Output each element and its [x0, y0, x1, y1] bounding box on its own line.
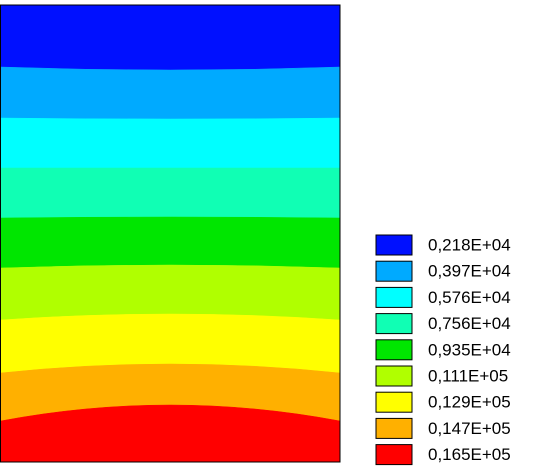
plot-border — [0, 4, 341, 463]
legend-swatch — [375, 286, 413, 308]
legend-label: 0,397E+04 — [428, 262, 511, 281]
legend-label: 0,111E+05 — [428, 366, 508, 385]
legend-swatch — [375, 234, 413, 256]
legend-swatch — [375, 444, 413, 466]
contour-plot — [0, 4, 341, 463]
contour-band — [0, 167, 341, 219]
contour-band — [0, 216, 341, 269]
legend-swatch — [375, 260, 413, 282]
legend-label: 0,756E+04 — [428, 314, 511, 333]
contour-band — [0, 404, 341, 463]
legend-swatch — [375, 417, 413, 439]
legend-swatch — [375, 339, 413, 361]
legend-swatch — [375, 391, 413, 413]
legend-label: 0,935E+04 — [428, 340, 511, 359]
legend-label: 0,576E+04 — [428, 288, 511, 307]
contour-band — [0, 264, 341, 321]
legend: 0,218E+04 0,397E+04 0,576E+04 0,756E+04 0,93… — [375, 234, 511, 466]
legend-swatch — [375, 365, 413, 387]
contour-band — [0, 117, 341, 169]
contour-band — [0, 4, 341, 71]
contour-band — [0, 66, 341, 120]
legend-label: 0,147E+05 — [428, 419, 511, 438]
legend-label: 0,165E+05 — [428, 445, 511, 464]
legend-label: 0,218E+04 — [428, 235, 511, 254]
legend-label: 0,129E+05 — [428, 393, 511, 412]
legend-swatch — [375, 313, 413, 335]
